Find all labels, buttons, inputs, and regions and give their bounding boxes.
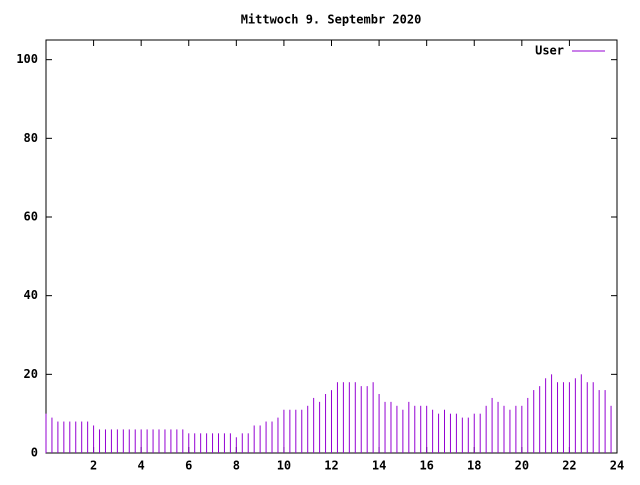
x-tick-label: 2 — [90, 459, 97, 473]
x-tick-label: 24 — [610, 459, 624, 473]
y-tick-label: 0 — [31, 446, 38, 460]
x-tick-label: 16 — [419, 459, 433, 473]
y-tick-label: 40 — [24, 288, 38, 302]
x-tick-label: 12 — [324, 459, 338, 473]
y-tick-label: 60 — [24, 210, 38, 224]
chart-title: Mittwoch 9. Septembr 2020 — [241, 13, 422, 27]
y-tick-label: 100 — [16, 52, 38, 66]
x-tick-label: 8 — [233, 459, 240, 473]
x-tick-label: 6 — [185, 459, 192, 473]
y-tick-label: 20 — [24, 367, 38, 381]
x-tick-label: 20 — [515, 459, 529, 473]
y-tick-label: 80 — [24, 131, 38, 145]
x-tick-label: 14 — [372, 459, 386, 473]
legend-label: User — [535, 44, 564, 58]
x-tick-label: 22 — [562, 459, 576, 473]
x-tick-label: 18 — [467, 459, 481, 473]
x-tick-label: 10 — [277, 459, 291, 473]
x-tick-label: 4 — [138, 459, 145, 473]
